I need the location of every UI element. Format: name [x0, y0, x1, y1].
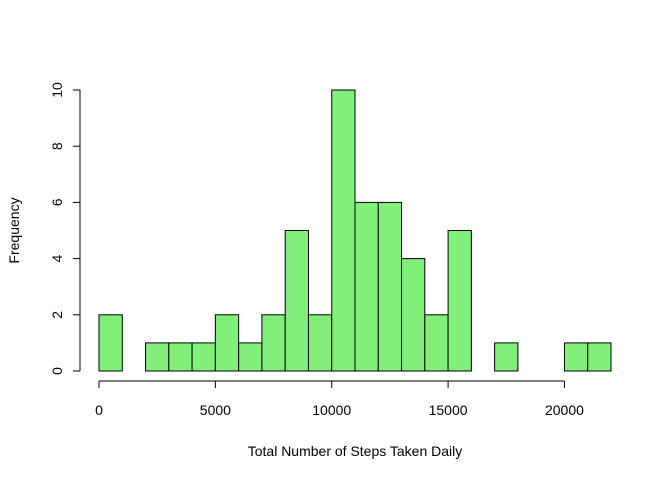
histogram-bar — [238, 342, 263, 372]
x-axis-label: Total Number of Steps Taken Daily — [248, 443, 463, 459]
histogram-bar — [331, 89, 356, 372]
histogram-bar — [284, 230, 309, 372]
y-tick-label: 0 — [49, 367, 65, 375]
histogram-bar — [424, 314, 449, 372]
y-tick-label: 10 — [49, 82, 65, 98]
x-tick-label: 20000 — [545, 402, 584, 418]
x-axis: 0 5000 10000 15000 20000 — [95, 380, 584, 418]
histogram-bar — [261, 314, 286, 372]
y-tick-label: 8 — [49, 142, 65, 150]
x-tick-label: 10000 — [312, 402, 351, 418]
histogram-bar — [563, 342, 589, 372]
histogram-bar — [307, 314, 333, 372]
y-tick-label: 6 — [49, 198, 65, 206]
x-tick-label: 0 — [95, 402, 103, 418]
histogram-bar — [587, 342, 612, 372]
bars-group — [98, 89, 612, 372]
y-axis: 0 2 4 6 8 10 — [49, 82, 81, 375]
histogram-bar — [168, 342, 193, 372]
histogram-bar — [494, 342, 519, 372]
y-tick-label: 2 — [49, 311, 65, 319]
histogram-bar — [98, 314, 123, 372]
histogram-bar — [145, 342, 170, 372]
x-tick-label: 15000 — [429, 402, 468, 418]
histogram-bar — [214, 314, 240, 372]
y-axis-label: Frequency — [6, 197, 22, 263]
y-tick-label: 4 — [49, 254, 65, 262]
histogram-bar — [447, 230, 472, 372]
histogram-bar — [377, 201, 403, 372]
histogram-bar — [401, 258, 426, 372]
histogram-bar — [354, 201, 379, 372]
x-tick-label: 5000 — [200, 402, 231, 418]
histogram-bar — [191, 342, 216, 372]
